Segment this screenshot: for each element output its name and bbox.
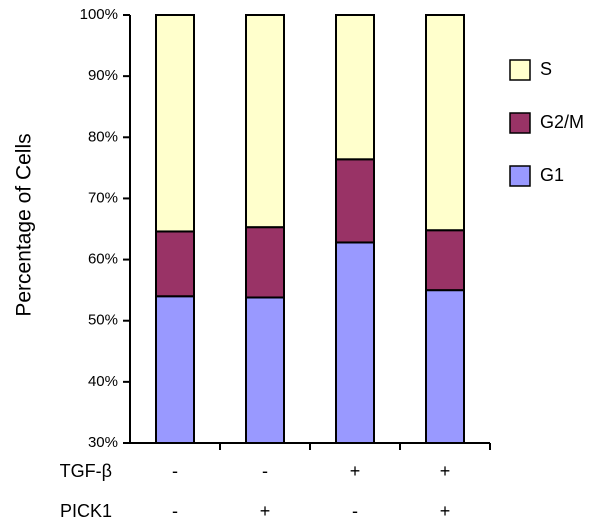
x-row-label: PICK1: [60, 501, 112, 521]
y-tick-label: 90%: [88, 67, 118, 84]
x-row-value: +: [350, 461, 361, 481]
bar-segment: [335, 14, 375, 161]
bar-segment: [155, 230, 195, 298]
legend-label: G2/M: [540, 112, 584, 132]
y-axis-label: Percentage of Cells: [13, 133, 36, 316]
y-tick-label: 40%: [88, 373, 118, 390]
bar-segment: [155, 14, 195, 233]
legend-swatch: [509, 112, 531, 134]
bar-segment: [155, 295, 195, 444]
x-row-label: TGF-β: [60, 461, 112, 481]
bar-segment: [335, 158, 375, 244]
bar-segment: [245, 14, 285, 229]
y-tick-label: 60%: [88, 251, 118, 268]
x-row-value: +: [260, 501, 271, 521]
x-row-value: +: [440, 461, 451, 481]
y-tick-label: 70%: [88, 189, 118, 206]
bar-segment: [425, 229, 465, 292]
bar-segment: [245, 226, 285, 299]
bar-segment: [425, 14, 465, 232]
x-row-value: -: [172, 461, 178, 481]
legend-label: G1: [540, 165, 564, 185]
legend-swatch: [509, 59, 531, 81]
y-tick-label: 80%: [88, 128, 118, 145]
y-tick-label: 30%: [88, 434, 118, 451]
x-row-value: -: [352, 501, 358, 521]
bar-segment: [245, 296, 285, 445]
bar-segment: [335, 241, 375, 444]
y-tick-label: 50%: [88, 312, 118, 329]
x-row-value: +: [440, 501, 451, 521]
y-tick-label: 100%: [80, 6, 118, 23]
legend-swatch: [509, 165, 531, 187]
bar-segment: [425, 289, 465, 444]
legend-label: S: [540, 59, 552, 79]
x-row-value: -: [262, 461, 268, 481]
x-row-value: -: [172, 501, 178, 521]
